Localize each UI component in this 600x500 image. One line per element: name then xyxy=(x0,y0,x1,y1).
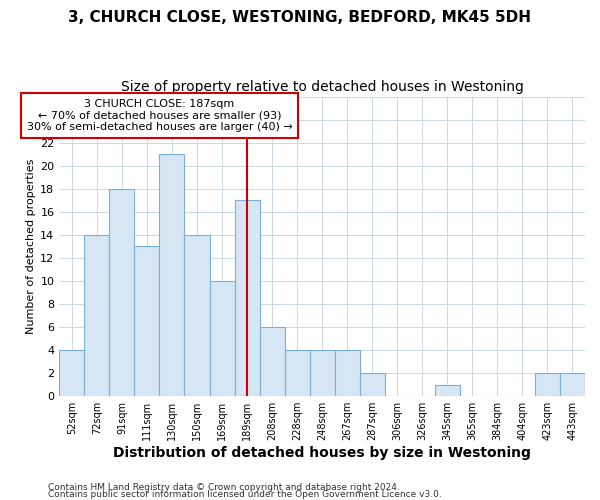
Bar xyxy=(160,154,184,396)
Bar xyxy=(335,350,360,396)
Bar xyxy=(85,235,109,396)
Bar xyxy=(59,350,85,396)
Bar xyxy=(560,373,585,396)
Bar xyxy=(184,235,209,396)
Text: 3, CHURCH CLOSE, WESTONING, BEDFORD, MK45 5DH: 3, CHURCH CLOSE, WESTONING, BEDFORD, MK4… xyxy=(68,10,532,25)
Bar xyxy=(284,350,310,396)
Bar xyxy=(260,327,284,396)
Bar xyxy=(310,350,335,396)
Bar xyxy=(235,200,260,396)
Bar xyxy=(134,246,160,396)
Text: 3 CHURCH CLOSE: 187sqm
← 70% of detached houses are smaller (93)
30% of semi-det: 3 CHURCH CLOSE: 187sqm ← 70% of detached… xyxy=(26,99,292,132)
Text: Contains public sector information licensed under the Open Government Licence v3: Contains public sector information licen… xyxy=(48,490,442,499)
Bar xyxy=(109,189,134,396)
Text: Contains HM Land Registry data © Crown copyright and database right 2024.: Contains HM Land Registry data © Crown c… xyxy=(48,484,400,492)
Bar xyxy=(360,373,385,396)
Bar xyxy=(209,281,235,396)
Bar xyxy=(535,373,560,396)
Title: Size of property relative to detached houses in Westoning: Size of property relative to detached ho… xyxy=(121,80,524,94)
Bar xyxy=(435,384,460,396)
X-axis label: Distribution of detached houses by size in Westoning: Distribution of detached houses by size … xyxy=(113,446,531,460)
Y-axis label: Number of detached properties: Number of detached properties xyxy=(26,158,36,334)
